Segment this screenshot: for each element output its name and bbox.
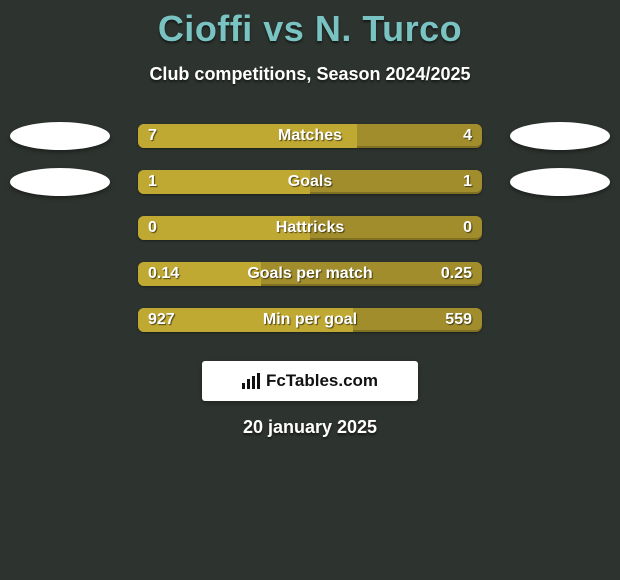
stat-value-right: 559 (445, 308, 472, 332)
stat-label: Goals (288, 170, 332, 194)
watermark-text: FcTables.com (266, 371, 378, 391)
stat-bar: 0 Hattricks 0 (138, 216, 482, 240)
comparison-row: 0.14 Goals per match 0.25 (0, 251, 620, 297)
stat-value-left: 0.14 (148, 262, 179, 286)
stat-value-right: 4 (463, 124, 472, 148)
page-subtitle: Club competitions, Season 2024/2025 (0, 64, 620, 85)
player-avatar-left (10, 168, 110, 196)
stat-label: Goals per match (247, 262, 372, 286)
stat-value-left: 7 (148, 124, 157, 148)
comparison-rows: 7 Matches 4 1 Goals 1 0 Hattricks 0 0.14 Goals per… (0, 113, 620, 343)
stat-value-left: 1 (148, 170, 157, 194)
stat-bar: 7 Matches 4 (138, 124, 482, 148)
stat-value-right: 0 (463, 216, 472, 240)
comparison-row: 927 Min per goal 559 (0, 297, 620, 343)
stat-label: Matches (278, 124, 342, 148)
chart-icon (242, 373, 262, 389)
stat-bar: 0.14 Goals per match 0.25 (138, 262, 482, 286)
stat-label: Hattricks (276, 216, 344, 240)
stat-value-left: 927 (148, 308, 175, 332)
stat-value-right: 0.25 (441, 262, 472, 286)
stat-value-right: 1 (463, 170, 472, 194)
player-avatar-right (510, 122, 610, 150)
infographic-card: Cioffi vs N. Turco Club competitions, Se… (0, 8, 620, 580)
player-avatar-left (10, 122, 110, 150)
stat-bar-fill-left (138, 170, 310, 194)
stat-label: Min per goal (263, 308, 357, 332)
page-title: Cioffi vs N. Turco (0, 8, 620, 50)
watermark-badge: FcTables.com (202, 361, 418, 401)
comparison-row: 1 Goals 1 (0, 159, 620, 205)
date-text: 20 january 2025 (0, 417, 620, 438)
watermark-content: FcTables.com (242, 371, 378, 391)
comparison-row: 0 Hattricks 0 (0, 205, 620, 251)
stat-value-left: 0 (148, 216, 157, 240)
player-avatar-right (510, 168, 610, 196)
stat-bar: 927 Min per goal 559 (138, 308, 482, 332)
stat-bar: 1 Goals 1 (138, 170, 482, 194)
comparison-row: 7 Matches 4 (0, 113, 620, 159)
